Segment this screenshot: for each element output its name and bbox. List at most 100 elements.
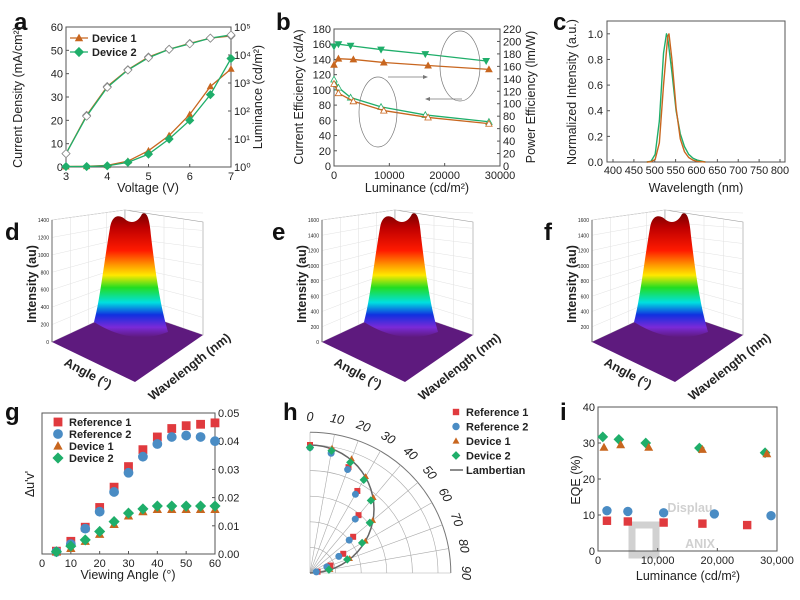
x-tick-label: 30,000 xyxy=(760,555,794,567)
data-point xyxy=(210,418,220,428)
data-point xyxy=(349,55,358,63)
data-point xyxy=(94,525,106,538)
z-tick-label: 800 xyxy=(41,270,50,276)
data-point-current-density xyxy=(185,115,195,125)
polar-grid-arc xyxy=(309,444,439,574)
data-point xyxy=(94,506,105,517)
data-point xyxy=(349,97,358,105)
y-tick-label: 160 xyxy=(313,39,331,51)
data-point xyxy=(209,500,221,512)
legend-label: Device 1 xyxy=(69,441,114,453)
x-tick-label: 7 xyxy=(228,171,234,183)
y2-tick-label: 20 xyxy=(503,149,515,161)
plot-frame-c xyxy=(606,20,786,163)
grid-line xyxy=(51,209,204,221)
y-axis-title: Current Density (mA/cm²) xyxy=(11,26,25,168)
y-tick-label: 120 xyxy=(313,70,331,82)
data-point xyxy=(210,436,220,447)
data-point xyxy=(79,534,91,546)
angle-tick-label: 80 xyxy=(456,538,472,554)
z-tick-label: 800 xyxy=(311,279,320,285)
data-point-luminance xyxy=(226,30,236,40)
x-axis-title: Wavelength (nm) xyxy=(649,181,744,195)
y-tick-label: 140 xyxy=(313,54,331,66)
panel-label-b: b xyxy=(276,9,291,36)
data-point xyxy=(123,467,134,478)
x-tick-label: 20,000 xyxy=(701,555,735,567)
angle-tick-label: 0 xyxy=(307,410,314,424)
data-point xyxy=(330,79,338,87)
data-point-current-density xyxy=(102,161,112,171)
lambertian-curve xyxy=(309,444,375,574)
y2-tick-label: 180 xyxy=(503,49,521,61)
legend-label: Device 2 xyxy=(466,451,511,463)
z-tick-label: 1400 xyxy=(308,233,319,239)
data-point xyxy=(623,517,633,526)
data-point xyxy=(181,421,191,431)
y-tick-label: 0 xyxy=(325,161,331,173)
y-tick-label: 0.2 xyxy=(588,131,603,143)
y2-tick-label: 0.03 xyxy=(218,464,239,476)
y2-tick-label: 10³ xyxy=(234,78,250,90)
x-tick-label: 0 xyxy=(39,558,45,570)
data-point-current-density xyxy=(205,90,215,100)
data-point xyxy=(138,451,148,462)
angle-tick-label: 30 xyxy=(379,428,398,447)
data-point-luminance xyxy=(205,33,215,43)
data-point xyxy=(698,519,707,528)
data-point-current-density xyxy=(61,161,71,172)
y-axis-title: EQE (%) xyxy=(569,455,583,504)
z-tick-label: 1200 xyxy=(308,249,319,255)
angle-tick-label: 10 xyxy=(329,411,345,427)
data-point xyxy=(50,546,62,558)
annotation-ellipse xyxy=(358,76,398,148)
series-line xyxy=(333,83,489,125)
y2-tick-label: 60 xyxy=(503,124,515,136)
y2-tick-label: 40 xyxy=(503,136,515,148)
data-point xyxy=(602,505,612,516)
y2-tick-label: 220 xyxy=(503,24,521,36)
x-tick-label: 600 xyxy=(687,165,705,177)
x-tick-label: 650 xyxy=(708,165,726,177)
z-tick-label: 400 xyxy=(311,310,320,316)
x-axis-title: Luminance (cd/m²) xyxy=(365,181,469,195)
spectrum-line xyxy=(646,33,706,163)
data-point xyxy=(379,58,388,66)
y2-tick-label: 0.02 xyxy=(218,493,239,505)
data-point-current-density xyxy=(82,161,92,172)
x-tick-label: 40 xyxy=(151,558,163,570)
data-point xyxy=(181,430,192,441)
y2-tick-label: 10⁰ xyxy=(234,162,251,174)
x-tick-label: 10000 xyxy=(374,170,405,182)
data-point xyxy=(334,41,343,49)
data-point xyxy=(424,113,432,121)
panel-label-d: d xyxy=(5,219,20,246)
data-point-current-density xyxy=(123,157,133,167)
z-tick-label: 1400 xyxy=(578,233,589,239)
y-tick-label: 180 xyxy=(313,24,331,36)
z-axis-title: Intensity (au) xyxy=(565,245,579,323)
data-point xyxy=(180,500,192,512)
data-point xyxy=(151,500,163,512)
legend-label: Reference 1 xyxy=(466,407,528,419)
y2-tick-label: 10² xyxy=(234,106,250,118)
surface-peak xyxy=(634,213,708,338)
data-point-luminance xyxy=(82,111,92,121)
y-tick-label: 100 xyxy=(313,85,331,97)
data-point xyxy=(602,516,612,525)
z-axis-title: Intensity (au) xyxy=(25,245,39,323)
y-tick-label: 20 xyxy=(319,146,331,158)
data-point xyxy=(345,536,353,544)
data-point xyxy=(196,419,205,429)
y-tick-label: 0.0 xyxy=(588,157,603,169)
data-point xyxy=(166,432,177,442)
data-point-current-density xyxy=(206,82,215,90)
angle-tick-label: 60 xyxy=(436,485,455,504)
angle-tick-label: 70 xyxy=(448,511,466,529)
data-point-luminance xyxy=(123,65,133,75)
legend-label: Device 2 xyxy=(69,453,114,465)
y-tick-label: 30 xyxy=(51,92,63,104)
y-tick-label: 80 xyxy=(319,100,331,112)
z-tick-label: 800 xyxy=(581,279,590,285)
panel-label-c: c xyxy=(553,9,566,36)
